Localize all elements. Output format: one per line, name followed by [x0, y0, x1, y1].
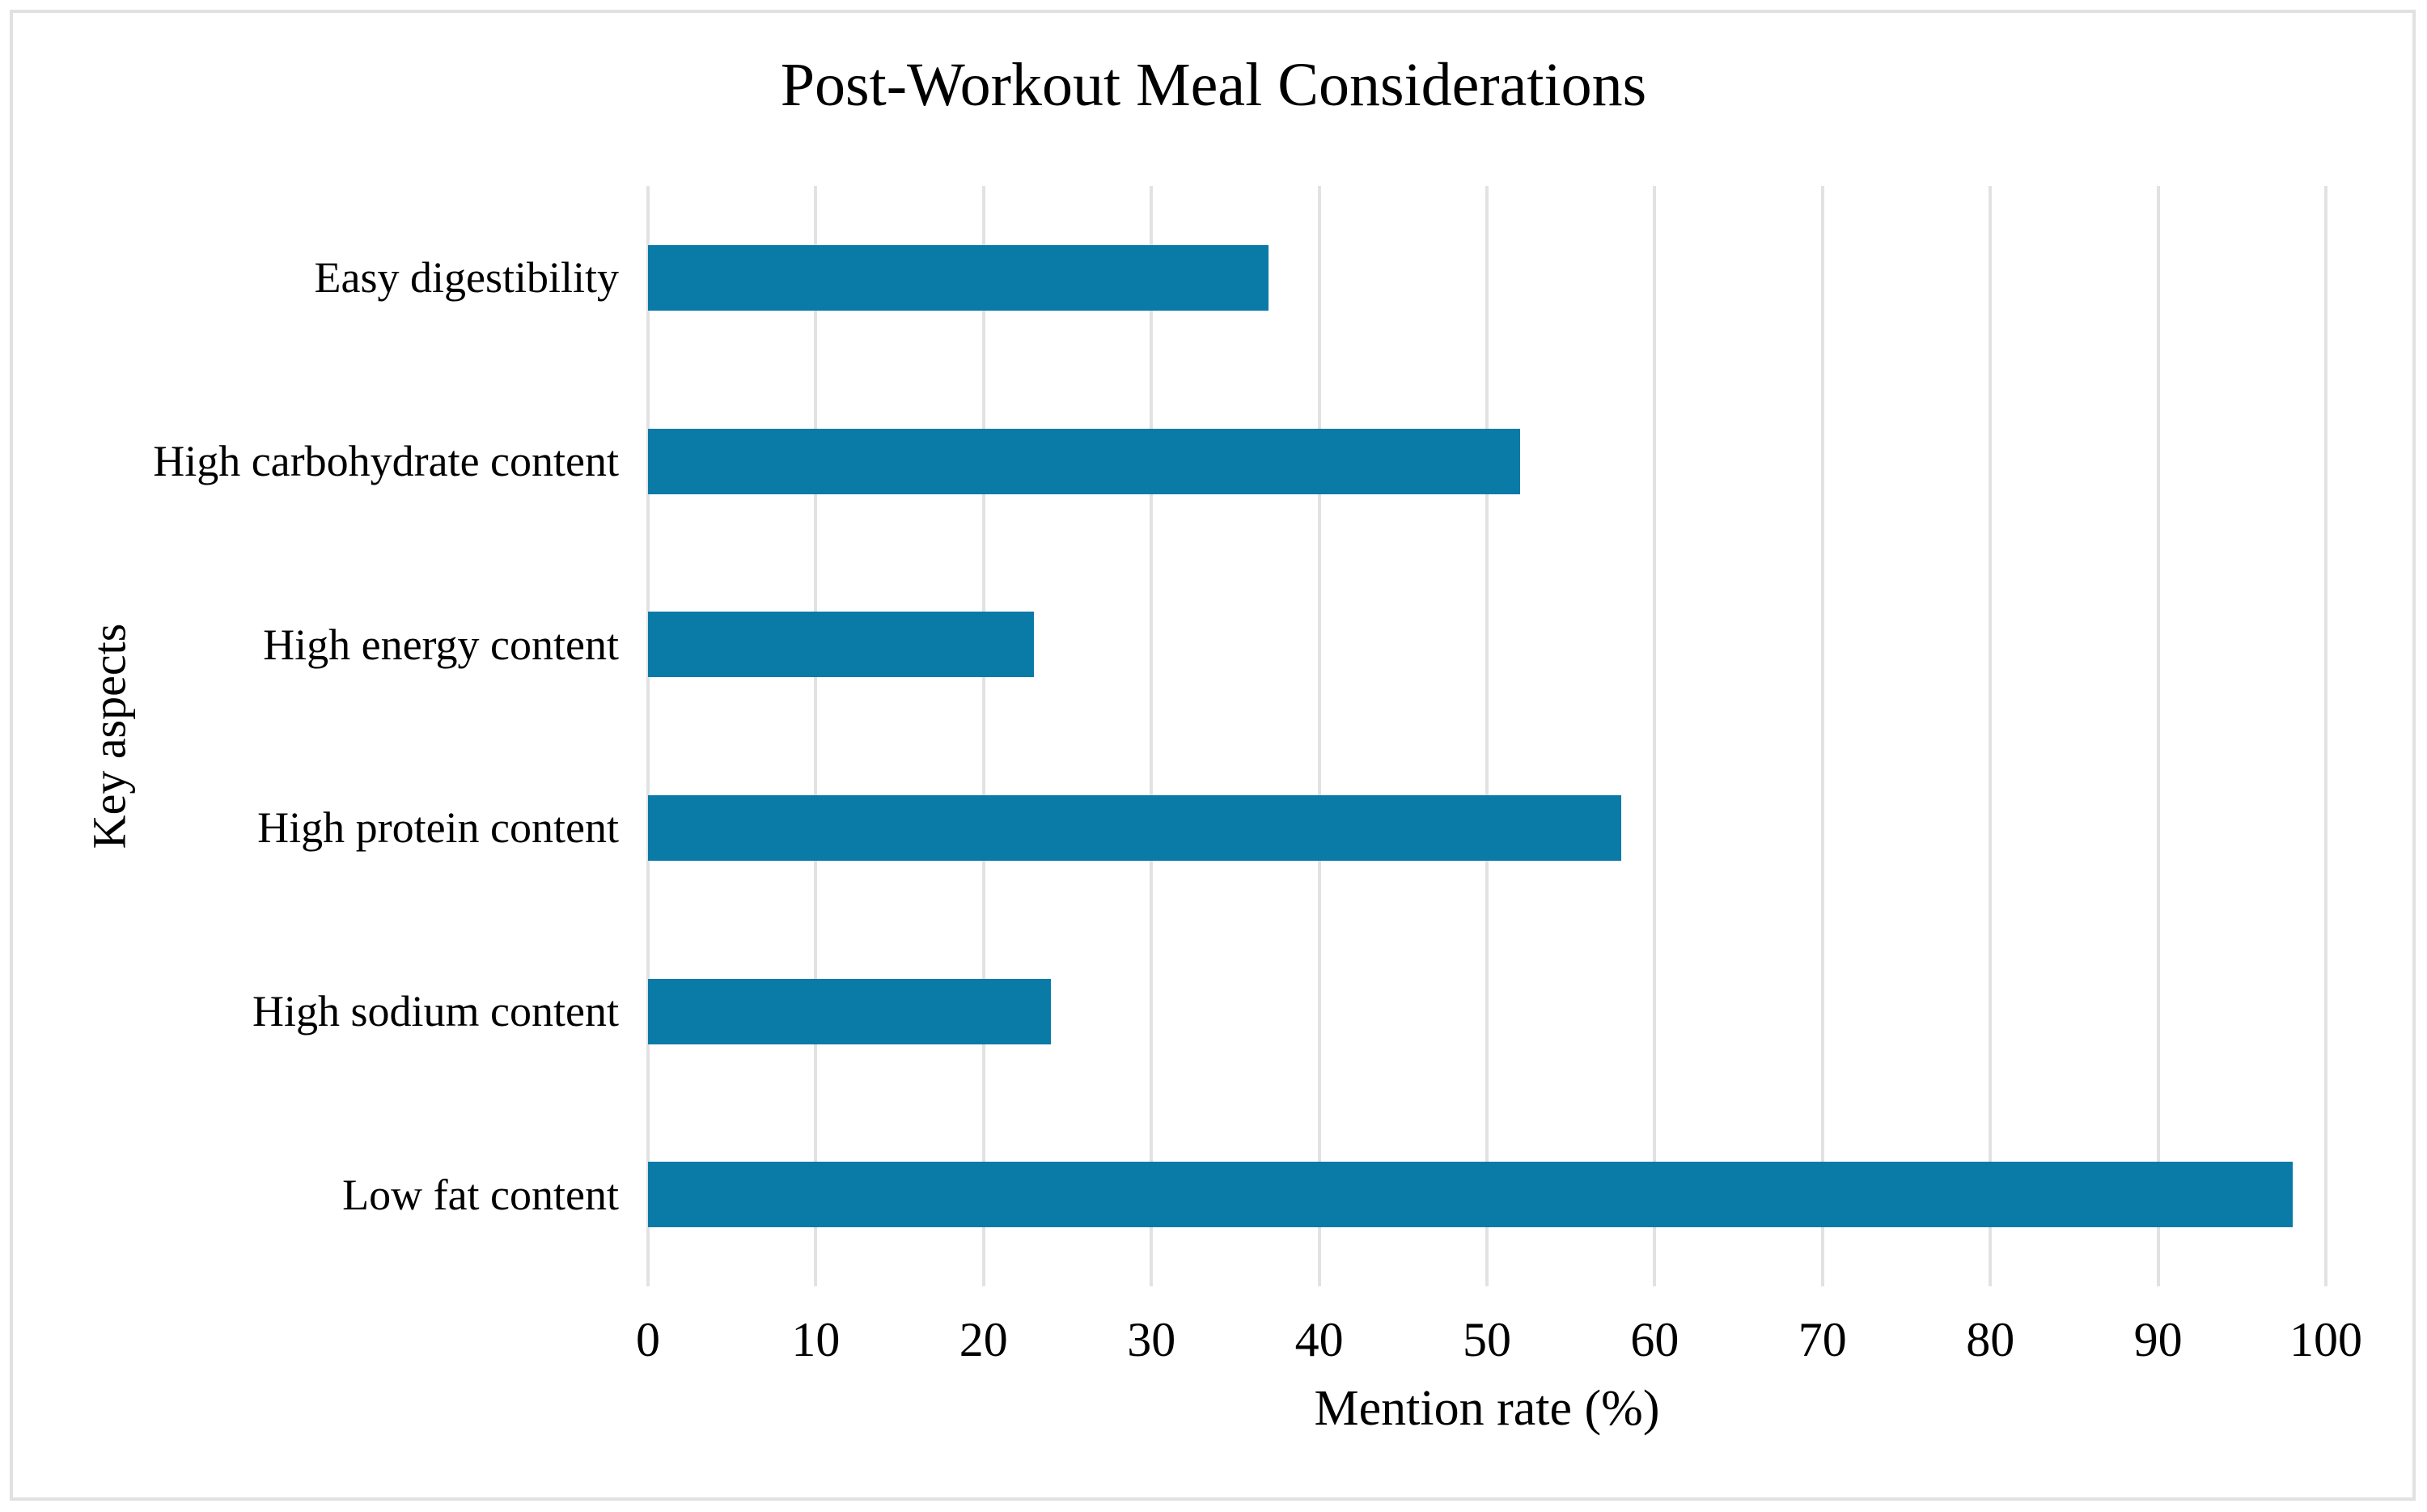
category-label: Low fat content [342, 1170, 619, 1219]
gridline-80 [1989, 186, 1993, 1286]
bar [648, 244, 1269, 311]
category-label: High protein content [257, 803, 619, 853]
x-axis-title: Mention rate (%) [1314, 1381, 1660, 1436]
x-tick-label-40: 40 [1294, 1313, 1344, 1366]
chart-title: Post-Workout Meal Considerations [780, 51, 1647, 119]
category-label: High carbohydrate content [153, 437, 619, 485]
x-tick-label-60: 60 [1630, 1313, 1679, 1366]
bar [648, 978, 1051, 1044]
plot-area [646, 186, 2327, 1286]
gridline-20 [981, 186, 985, 1286]
gridline-10 [814, 186, 818, 1286]
x-tick-label-10: 10 [791, 1313, 841, 1366]
gridline-40 [1317, 186, 1321, 1286]
bar [648, 794, 1621, 861]
category-label: High sodium content [252, 987, 619, 1036]
x-tick-label-50: 50 [1463, 1313, 1511, 1366]
bar [648, 428, 1521, 494]
gridline-0 [646, 186, 650, 1286]
gridline-70 [1820, 186, 1824, 1286]
x-tick-label-100: 100 [2289, 1313, 2362, 1366]
bar [648, 1162, 2293, 1228]
gridline-60 [1653, 186, 1657, 1286]
x-tick-label-20: 20 [959, 1313, 1008, 1366]
x-tick-label-70: 70 [1798, 1313, 1847, 1366]
gridline-100 [2324, 186, 2327, 1286]
x-tick-label-80: 80 [1966, 1313, 2015, 1366]
x-tick-label-30: 30 [1127, 1313, 1176, 1366]
bar [648, 612, 1035, 678]
x-tick-label-0: 0 [636, 1313, 660, 1366]
gridline-90 [2156, 186, 2160, 1286]
category-label: Easy digestibility [314, 253, 619, 303]
category-label: High energy content [263, 620, 619, 669]
gridline-50 [1485, 186, 1489, 1286]
x-tick-label-90: 90 [2133, 1313, 2183, 1366]
gridline-30 [1150, 186, 1154, 1286]
